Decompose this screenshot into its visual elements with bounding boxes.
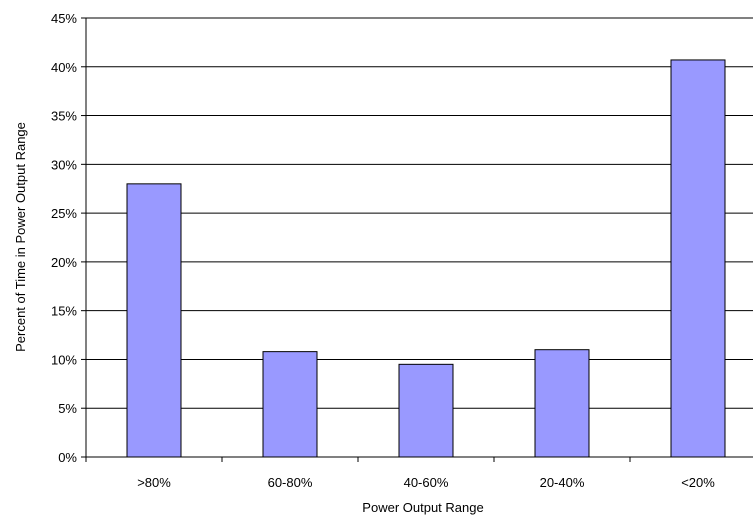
x-axis-title: Power Output Range bbox=[362, 500, 483, 515]
y-tick-label: 40% bbox=[51, 60, 77, 75]
bars bbox=[126, 59, 726, 458]
x-tick-label: 20-40% bbox=[540, 475, 585, 490]
y-tick-label: 20% bbox=[51, 255, 77, 270]
y-axis-title: Percent of Time in Power Output Range bbox=[13, 122, 28, 352]
bar bbox=[534, 349, 590, 458]
y-tick-label: 30% bbox=[51, 157, 77, 172]
y-tick-label: 10% bbox=[51, 352, 77, 367]
y-tick-label: 25% bbox=[51, 206, 77, 221]
y-tick-label: 0% bbox=[58, 450, 77, 465]
bar bbox=[398, 363, 454, 458]
x-tick-labels: >80% 60-80% 40-60% 20-40% <20% bbox=[85, 457, 715, 490]
x-tick-label: 40-60% bbox=[404, 475, 449, 490]
axes bbox=[85, 18, 753, 458]
gridlines bbox=[86, 17, 753, 409]
y-tick-labels: 0% 5% 10% 15% 20% 25% 30% 35% 40% 45% bbox=[51, 11, 86, 465]
x-tick-label: 60-80% bbox=[268, 475, 313, 490]
y-tick-label: 5% bbox=[58, 401, 77, 416]
y-tick-label: 15% bbox=[51, 304, 77, 319]
bar bbox=[670, 59, 726, 458]
y-tick-label: 45% bbox=[51, 11, 77, 26]
x-tick-label: >80% bbox=[137, 475, 171, 490]
x-tick-label: <20% bbox=[681, 475, 715, 490]
bar bbox=[126, 183, 182, 458]
bar bbox=[262, 351, 318, 458]
y-tick-label: 35% bbox=[51, 109, 77, 124]
